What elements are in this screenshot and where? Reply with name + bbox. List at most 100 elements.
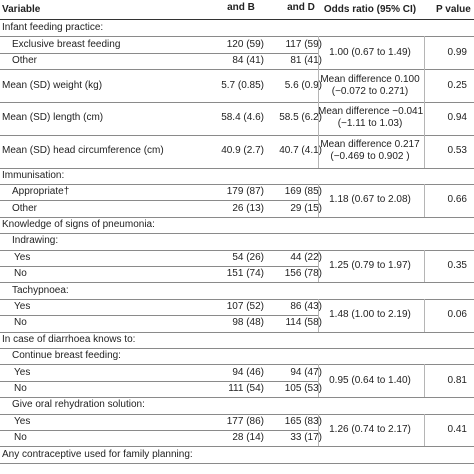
group-cd-value: 105 (53) (284, 383, 322, 394)
group-ab-value: 179 (87) (226, 186, 264, 198)
column-rule (318, 36, 319, 70)
column-rule (318, 413, 319, 447)
p-value: 0.25 (447, 79, 467, 91)
p-value: 0.41 (447, 424, 467, 435)
group-ab-value: 177 (86) (226, 415, 264, 427)
row-label: Other (12, 202, 38, 214)
row-rule (0, 430, 318, 431)
group-cd-value: 81 (41) (290, 55, 322, 66)
row-rule (0, 380, 318, 382)
row-rule (0, 397, 474, 399)
column-rule (318, 102, 319, 135)
row-label: Yes (14, 301, 31, 312)
p-value: 0.99 (447, 46, 467, 58)
odds-ratio: 1.25 (0.79 to 1.97) (329, 260, 411, 271)
column-rule (424, 249, 425, 283)
column-rule (318, 249, 319, 283)
section-heading: Infant feeding practice: (2, 22, 104, 34)
row-rule (0, 413, 474, 415)
group-cd-value: 40.7 (4.1) (279, 145, 322, 157)
odds-ratio: 1.26 (0.74 to 2.17) (329, 424, 411, 435)
group-cd-value: 86 (43) (290, 301, 322, 312)
section-heading: Immunisation: (2, 169, 65, 181)
subheading: Continue breast feeding: (12, 350, 121, 362)
odds-ratio: (−0.072 to 0.271) (331, 85, 409, 97)
row-label: Mean (SD) length (cm) (2, 112, 104, 124)
header-odds-ratio: Odds ratio (95% CI) (323, 4, 417, 15)
odds-ratio: 0.95 (0.64 to 1.40) (329, 374, 411, 386)
row-label: Other (12, 55, 38, 66)
header-p-value: P value (436, 4, 471, 15)
row-rule (0, 102, 474, 103)
odds-ratio: Mean difference 0.217 (320, 139, 420, 151)
group-ab-value: 28 (14) (232, 432, 264, 444)
group-ab-value: 58.4 (4.6) (221, 112, 264, 124)
row-rule (0, 52, 318, 54)
group-cd-value: 5.6 (0.9) (284, 79, 322, 91)
row-rule (0, 233, 474, 235)
row-label: Yes (14, 251, 31, 263)
group-cd-value: 29 (15) (290, 202, 322, 214)
column-rule (318, 134, 319, 168)
p-value: 0.53 (447, 145, 467, 157)
group-ab-value: 84 (41) (232, 55, 264, 66)
group-cd-value: 117 (59) (285, 38, 322, 50)
row-rule (0, 167, 474, 169)
section-heading: Any contraceptive used for family planni… (2, 448, 193, 460)
row-rule (0, 69, 474, 71)
odds-ratio: (−1.11 to 1.03) (337, 118, 403, 130)
column-rule (424, 36, 425, 70)
odds-ratio: (−0.469 to 0.902 ) (330, 151, 410, 163)
odds-ratio: 1.48 (1.00 to 2.19) (329, 309, 411, 321)
header-rule (0, 19, 474, 20)
group-ab-value: 98 (48) (232, 317, 264, 329)
row-rule (0, 364, 474, 366)
odds-ratio: 1.18 (0.67 to 2.08) (329, 194, 411, 206)
p-value: 0.81 (447, 374, 467, 386)
group-cd-value: 114 (58) (285, 317, 322, 329)
row-rule (0, 298, 474, 300)
row-label: No (14, 432, 27, 444)
row-label: Exclusive breast feeding (12, 38, 121, 50)
group-ab-value: 40.9 (2.7) (221, 145, 264, 157)
header-variable: Variable (2, 4, 41, 15)
header-groups-cd: Groups C and D (278, 0, 324, 13)
subheading: Give oral rehydration solution: (12, 399, 145, 411)
column-rule (424, 364, 425, 398)
group-ab-value: 94 (46) (232, 366, 264, 378)
column-rule (318, 298, 319, 332)
group-ab-value: 151 (74) (226, 268, 264, 280)
group-cd-value: 156 (78) (284, 268, 322, 280)
p-value: 0.66 (447, 194, 467, 206)
row-label: Mean (SD) weight (kg) (2, 79, 103, 91)
row-rule (0, 266, 318, 267)
group-cd-value: 33 (17) (290, 432, 322, 444)
group-ab-value: 107 (52) (226, 301, 264, 312)
row-label: Yes (14, 415, 31, 427)
group-cd-value: 165 (83) (284, 415, 322, 427)
p-value: 0.94 (447, 112, 467, 124)
group-cd-value: 94 (47) (290, 366, 322, 378)
odds-ratio: 1.00 (0.67 to 1.49) (329, 46, 411, 58)
column-rule (424, 184, 425, 217)
column-rule (318, 69, 319, 102)
row-rule (0, 462, 474, 464)
row-label: Yes (14, 366, 31, 378)
row-label: No (14, 383, 27, 394)
section-heading: Knowledge of signs of pneumonia: (2, 219, 155, 230)
row-label: No (14, 268, 27, 280)
row-rule (0, 282, 474, 284)
column-rule (424, 298, 425, 332)
group-cd-value: 44 (22) (290, 251, 322, 263)
column-rule (424, 102, 425, 135)
column-rule (424, 69, 425, 102)
group-cd-value: 169 (85) (284, 186, 322, 198)
group-cd-value: 58.5 (6.2) (279, 112, 322, 124)
group-ab-value: 54 (26) (232, 251, 264, 263)
row-rule (0, 331, 474, 333)
section-heading: In case of diarrhoea knows to: (2, 333, 136, 345)
row-rule (0, 200, 318, 202)
header-groups-ab: Groups A and B (218, 0, 263, 13)
row-rule (0, 249, 474, 251)
